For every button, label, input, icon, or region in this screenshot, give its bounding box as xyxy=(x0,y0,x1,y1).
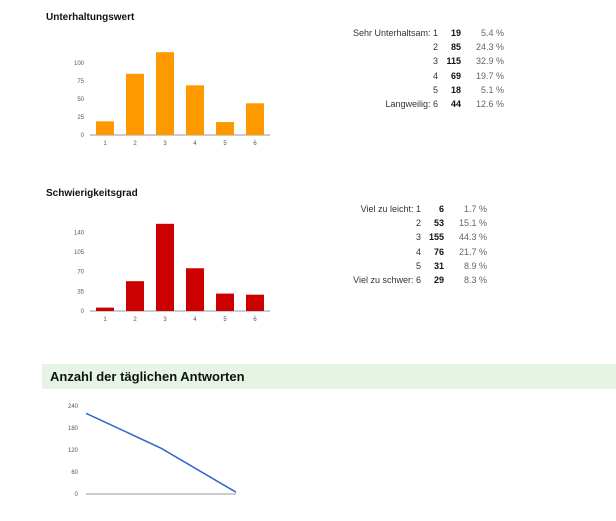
stats-table-unterhaltungswert: Sehr Unterhaltsam: 1 19 5.4 % 2 85 24.3 % 3 115… xyxy=(353,26,504,111)
stats-row: 5 18 5.1 % xyxy=(353,83,504,97)
stats-percent: 8.9 % xyxy=(463,260,487,271)
y-tick-label: 180 xyxy=(68,426,79,432)
stats-row: Langweilig: 6 44 12.6 % xyxy=(353,97,504,111)
stats-count: 69 xyxy=(450,70,461,81)
y-tick-label: 0 xyxy=(81,309,85,315)
x-tick-label: 4 xyxy=(193,317,197,323)
x-tick-label: 2 xyxy=(133,141,137,147)
stats-percent: 21.7 % xyxy=(458,246,487,257)
stats-row: 4 69 19.7 % xyxy=(353,69,504,83)
daily-responses-banner: Anzahl der täglichen Antworten xyxy=(42,364,616,389)
stats-label: 2 xyxy=(415,218,421,229)
stats-label: 4 xyxy=(432,70,438,81)
chart-title-schwierigkeitsgrad: Schwierigkeitsgrad xyxy=(46,188,138,199)
y-tick-label: 70 xyxy=(77,270,84,276)
stats-count: 53 xyxy=(433,218,444,229)
stats-label: 5 xyxy=(415,260,421,271)
stats-percent: 12.6 % xyxy=(475,99,504,110)
stats-label: Viel zu leicht: 1 xyxy=(360,204,421,214)
stats-row: 3 155 44.3 % xyxy=(353,230,487,244)
stats-row: 5 31 8.9 % xyxy=(353,259,487,273)
stats-count: 115 xyxy=(446,56,461,67)
stats-count: 31 xyxy=(433,260,444,271)
stats-count: 85 xyxy=(450,42,461,53)
x-tick-label: 1 xyxy=(103,141,107,147)
stats-count: 44 xyxy=(450,99,461,110)
stats-count: 76 xyxy=(433,246,444,257)
bar-1 xyxy=(96,307,114,311)
stats-count: 19 xyxy=(450,28,461,38)
y-tick-label: 240 xyxy=(68,404,79,410)
stats-count: 18 xyxy=(450,84,461,95)
stats-row: 2 53 15.1 % xyxy=(353,216,487,230)
stats-label: Viel zu schwer: 6 xyxy=(353,275,421,286)
bar-chart-schwierigkeitsgrad: 0 35 70 105 140 1 2 3 4 5 6 xyxy=(74,223,270,323)
bar-4 xyxy=(186,85,204,135)
stats-label: Langweilig: 6 xyxy=(385,99,438,110)
stats-count: 155 xyxy=(428,232,444,243)
stats-count: 6 xyxy=(438,204,444,214)
stats-label: Sehr Unterhaltsam: 1 xyxy=(352,28,438,38)
line-chart-daily-responses: 0 60 120 180 240 xyxy=(68,404,237,498)
x-tick-label: 6 xyxy=(253,141,257,147)
x-tick-label: 4 xyxy=(193,141,197,147)
stats-label: 2 xyxy=(432,42,438,53)
stats-label: 4 xyxy=(415,246,421,257)
stats-label: 5 xyxy=(432,84,438,95)
stats-percent: 5.1 % xyxy=(480,84,504,95)
stats-percent: 8.3 % xyxy=(463,275,487,286)
bar-5 xyxy=(216,293,234,311)
y-tick-label: 60 xyxy=(71,470,78,476)
stats-row: Sehr Unterhaltsam: 1 19 5.4 % xyxy=(353,26,504,40)
y-tick-label: 105 xyxy=(74,250,85,256)
stats-row: Viel zu schwer: 6 29 8.3 % xyxy=(353,273,487,287)
y-tick-label: 0 xyxy=(75,492,79,498)
bar-3 xyxy=(156,52,174,136)
x-tick-label: 3 xyxy=(163,317,167,323)
stats-percent: 32.9 % xyxy=(475,56,504,67)
stats-row: 4 76 21.7 % xyxy=(353,245,487,259)
y-tick-label: 35 xyxy=(77,289,84,295)
stats-percent: 15.1 % xyxy=(458,218,487,229)
stats-label: 3 xyxy=(415,232,421,243)
stats-label: 3 xyxy=(432,56,438,67)
bar-6 xyxy=(246,103,264,135)
stats-row: 2 85 24.3 % xyxy=(353,40,504,54)
stats-percent: 1.7 % xyxy=(463,204,487,214)
x-tick-label: 3 xyxy=(163,141,167,147)
series-line xyxy=(85,412,237,493)
y-tick-label: 100 xyxy=(74,61,85,67)
stats-row: 3 115 32.9 % xyxy=(353,54,504,68)
stats-row: Viel zu leicht: 1 6 1.7 % xyxy=(353,202,487,216)
stats-table-schwierigkeitsgrad: Viel zu leicht: 1 6 1.7 % 2 53 15.1 % 3 155 44.3… xyxy=(353,202,487,287)
bar-chart-unterhaltungswert: 0 25 50 75 100 1 2 3 4 5 6 xyxy=(74,52,270,147)
y-tick-label: 0 xyxy=(81,133,85,139)
bar-4 xyxy=(186,268,204,311)
bar-6 xyxy=(246,294,264,311)
bar-3 xyxy=(156,223,174,311)
x-tick-label: 5 xyxy=(223,317,227,323)
bar-2 xyxy=(126,73,144,135)
bar-5 xyxy=(216,122,234,135)
bar-1 xyxy=(96,121,114,135)
y-tick-label: 120 xyxy=(68,448,79,454)
chart-title-unterhaltungswert: Unterhaltungswert xyxy=(46,12,135,23)
x-tick-label: 2 xyxy=(133,317,137,323)
stats-count: 29 xyxy=(433,275,444,286)
y-tick-label: 75 xyxy=(77,79,84,85)
y-tick-label: 50 xyxy=(77,97,84,103)
y-tick-label: 140 xyxy=(74,230,85,236)
stats-percent: 24.3 % xyxy=(475,42,504,53)
bar-2 xyxy=(126,281,144,311)
stats-percent: 5.4 % xyxy=(480,28,504,38)
daily-responses-title: Anzahl der täglichen Antworten xyxy=(50,369,245,384)
y-tick-label: 25 xyxy=(77,115,84,121)
stats-percent: 44.3 % xyxy=(458,232,487,243)
stats-percent: 19.7 % xyxy=(475,70,504,81)
x-tick-label: 6 xyxy=(253,317,257,323)
x-tick-label: 5 xyxy=(223,141,227,147)
x-tick-label: 1 xyxy=(103,317,107,323)
